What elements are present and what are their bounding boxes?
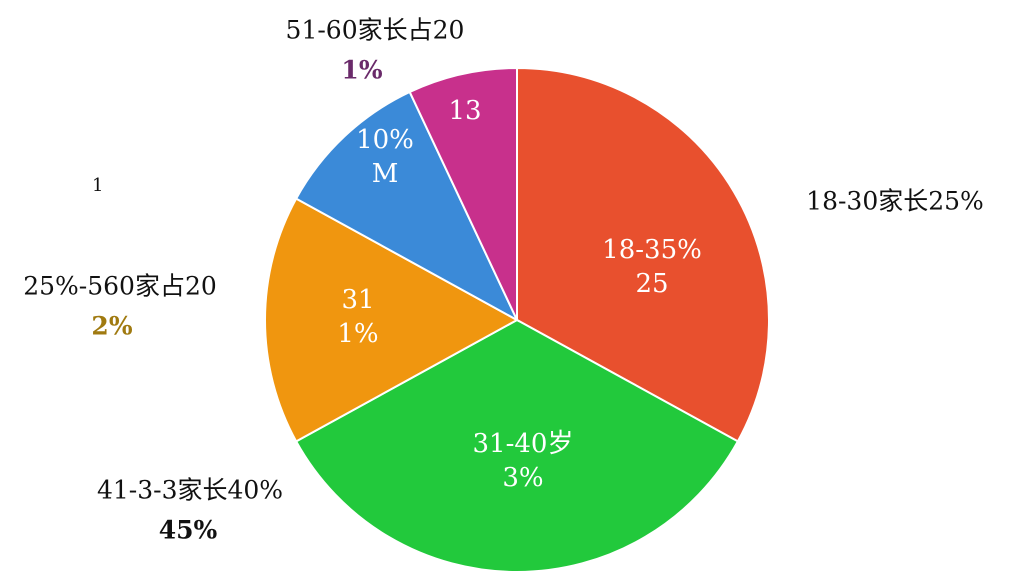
outer-label: 25%-560家占20 — [23, 272, 217, 301]
pie-slice — [408, 66, 518, 321]
annotation: 1 — [92, 175, 103, 196]
pie-slice — [294, 90, 520, 323]
slice-label: 1% — [337, 319, 378, 349]
outer-label: 18-30家长25% — [806, 187, 984, 216]
pie-slice — [516, 66, 770, 443]
outer-label: 1% — [341, 56, 382, 85]
slice-label: M — [372, 159, 399, 189]
outer-label: 51-60家长占20 — [286, 16, 465, 45]
slice-label: 10% — [356, 125, 414, 155]
slice-label: 3% — [502, 463, 543, 493]
slice-label: 13 — [448, 96, 481, 126]
outer-label: 2% — [91, 312, 132, 341]
slice-label: 31-40岁 — [473, 429, 574, 459]
slice-label: 31 — [341, 285, 374, 315]
outer-label: 45% — [159, 516, 218, 545]
slice-label: 25 — [635, 269, 668, 299]
slice-label: 18-35% — [602, 235, 702, 265]
outer-label: 41-3-3家长40% — [97, 476, 283, 505]
pie-slice — [294, 318, 740, 573]
pie-slice — [264, 197, 520, 443]
